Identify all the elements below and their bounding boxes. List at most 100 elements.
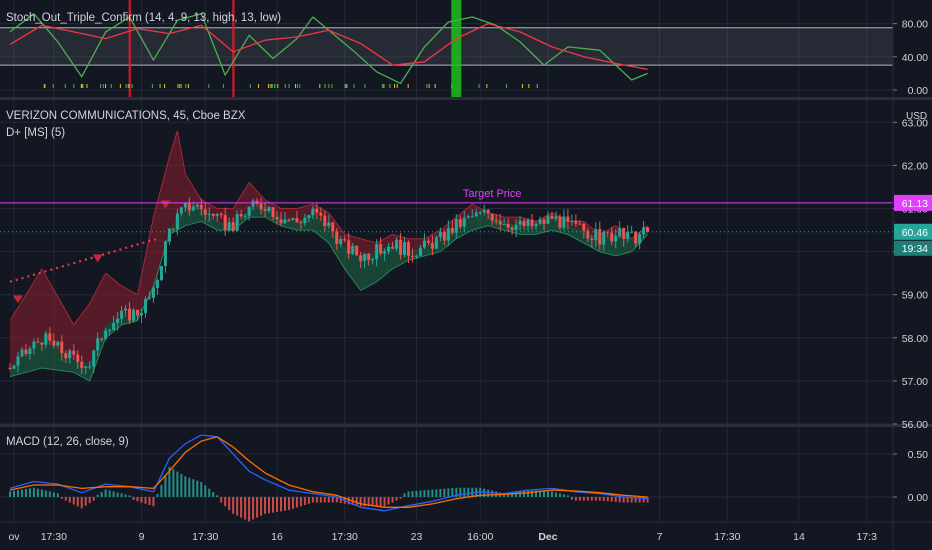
candle-body[interactable]	[72, 350, 76, 355]
candle-body[interactable]	[96, 338, 100, 351]
candle-body[interactable]	[331, 222, 335, 232]
candle-body[interactable]	[598, 229, 602, 245]
candle-body[interactable]	[104, 330, 108, 339]
candle-body[interactable]	[132, 309, 136, 321]
candle-body[interactable]	[307, 215, 311, 218]
candle-body[interactable]	[498, 221, 502, 225]
candle-body[interactable]	[343, 239, 347, 241]
candle-body[interactable]	[478, 212, 482, 214]
candle-body[interactable]	[590, 238, 594, 241]
candle-body[interactable]	[124, 308, 128, 311]
candle-body[interactable]	[315, 208, 319, 213]
candle-body[interactable]	[271, 207, 275, 218]
candle-body[interactable]	[546, 215, 550, 224]
candle-body[interactable]	[538, 219, 542, 224]
candle-body[interactable]	[638, 234, 642, 244]
candle-body[interactable]	[299, 222, 303, 224]
candle-body[interactable]	[582, 223, 586, 231]
candle-body[interactable]	[92, 350, 96, 367]
candle-body[interactable]	[68, 350, 72, 359]
pane-separator[interactable]	[0, 97, 932, 100]
candle-body[interactable]	[227, 222, 231, 230]
candle-body[interactable]	[116, 318, 120, 324]
candle-body[interactable]	[251, 200, 255, 207]
candle-body[interactable]	[359, 255, 363, 262]
candle-body[interactable]	[88, 366, 92, 368]
candle-body[interactable]	[474, 212, 478, 217]
candle-body[interactable]	[375, 244, 379, 260]
candle-body[interactable]	[159, 266, 163, 281]
candle-body[interactable]	[275, 217, 279, 220]
candle-body[interactable]	[231, 222, 235, 231]
candle-body[interactable]	[183, 202, 187, 208]
candle-body[interactable]	[295, 217, 299, 223]
candle-body[interactable]	[291, 217, 295, 221]
candle-body[interactable]	[171, 228, 175, 230]
candle-body[interactable]	[203, 209, 207, 215]
candle-body[interactable]	[351, 245, 355, 254]
candle-body[interactable]	[247, 206, 251, 216]
price-axis[interactable]: 80.0040.000.0063.0062.0061.0060.0059.005…	[893, 19, 932, 504]
candle-body[interactable]	[327, 222, 331, 226]
candle-body[interactable]	[195, 204, 199, 207]
candle-body[interactable]	[112, 323, 116, 330]
candle-body[interactable]	[534, 223, 538, 227]
last-price-tag[interactable]	[894, 223, 932, 240]
candle-body[interactable]	[602, 231, 606, 245]
candle-body[interactable]	[371, 259, 375, 261]
candle-body[interactable]	[147, 297, 151, 300]
sell-marker[interactable]	[12, 295, 23, 304]
candle-body[interactable]	[502, 224, 506, 226]
candle-body[interactable]	[514, 224, 518, 230]
candle-body[interactable]	[163, 241, 167, 267]
candle-body[interactable]	[287, 219, 291, 221]
signal-line[interactable]	[9, 436, 648, 508]
candle-body[interactable]	[80, 361, 84, 368]
candle-body[interactable]	[367, 253, 371, 261]
candle-body[interactable]	[610, 232, 614, 242]
sell-marker[interactable]	[92, 254, 103, 263]
candle-body[interactable]	[634, 231, 638, 244]
stoch-signal-bar[interactable]	[128, 0, 132, 98]
candle-body[interactable]	[24, 349, 28, 354]
candle-body[interactable]	[466, 216, 470, 218]
stoch-k-line[interactable]	[9, 13, 648, 85]
candle-body[interactable]	[622, 228, 626, 239]
candle-body[interactable]	[143, 299, 147, 313]
candle-body[interactable]	[530, 219, 534, 227]
candle-body[interactable]	[395, 239, 399, 249]
candle-body[interactable]	[490, 213, 494, 221]
candle-body[interactable]	[578, 223, 582, 225]
candle-body[interactable]	[199, 204, 203, 210]
candle-body[interactable]	[574, 220, 578, 224]
candle-body[interactable]	[335, 231, 339, 244]
candle-body[interactable]	[155, 280, 159, 288]
candle-body[interactable]	[283, 219, 287, 224]
candle-body[interactable]	[8, 367, 12, 369]
candle-body[interactable]	[76, 354, 80, 362]
candle-body[interactable]	[311, 208, 315, 216]
candle-body[interactable]	[554, 216, 558, 219]
candle-body[interactable]	[187, 202, 191, 211]
candle-body[interactable]	[52, 340, 56, 346]
candle-body[interactable]	[28, 348, 32, 354]
candle-body[interactable]	[12, 365, 16, 369]
candle-body[interactable]	[128, 308, 132, 321]
candle-body[interactable]	[586, 230, 590, 239]
candle-body[interactable]	[136, 309, 140, 316]
candle-body[interactable]	[267, 207, 271, 212]
candle-body[interactable]	[211, 214, 215, 216]
candle-body[interactable]	[542, 219, 546, 224]
candle-body[interactable]	[626, 232, 630, 239]
candle-body[interactable]	[219, 214, 223, 216]
candle-body[interactable]	[84, 366, 88, 368]
candle-body[interactable]	[179, 207, 183, 214]
candle-body[interactable]	[191, 206, 195, 211]
candle-body[interactable]	[462, 217, 466, 227]
candle-body[interactable]	[558, 216, 562, 228]
stoch-d-line[interactable]	[9, 22, 648, 70]
candle-body[interactable]	[243, 215, 247, 217]
pane-separator[interactable]	[0, 424, 932, 427]
candle-body[interactable]	[407, 242, 410, 256]
candle-body[interactable]	[470, 216, 474, 218]
